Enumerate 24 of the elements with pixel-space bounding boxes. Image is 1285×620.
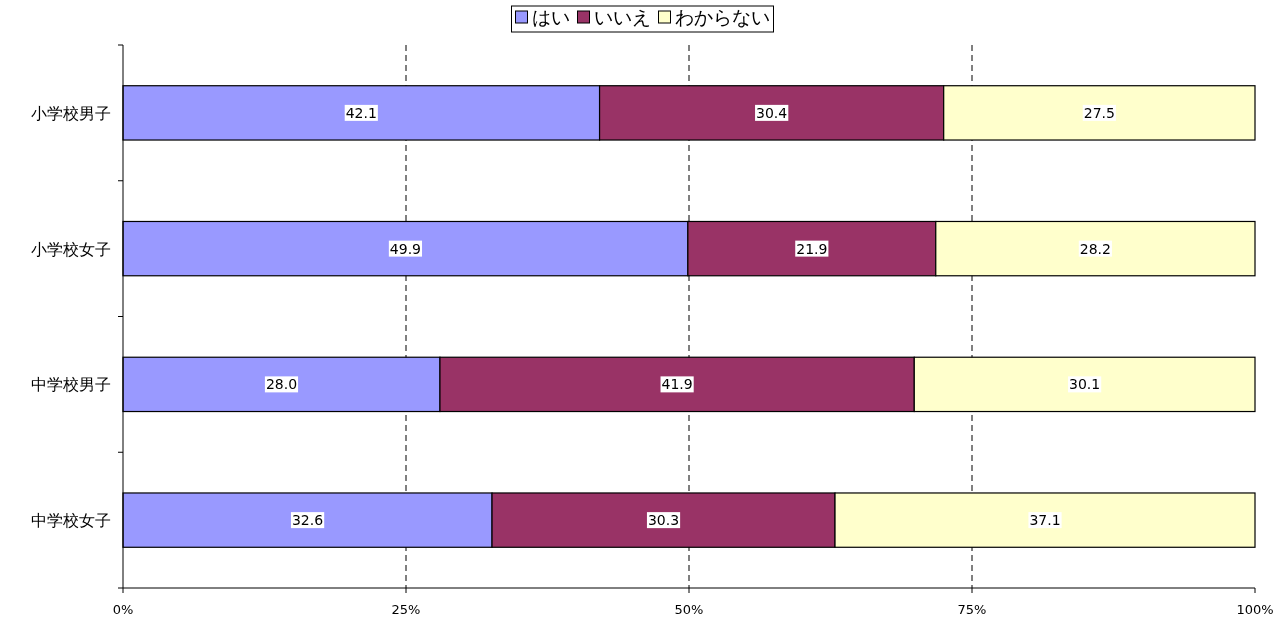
x-tick-label: 50% bbox=[674, 602, 704, 617]
data-label: 30.4 bbox=[756, 104, 788, 121]
data-label: 30.3 bbox=[647, 512, 680, 529]
x-tick-label: 0% bbox=[112, 602, 134, 617]
data-label: 41.9 bbox=[661, 376, 693, 393]
y-tick-label: 中学校女子 bbox=[31, 511, 111, 531]
x-tick-label: 75% bbox=[957, 602, 987, 617]
data-label: 37.1 bbox=[1029, 512, 1061, 529]
legend-label: はい bbox=[531, 6, 570, 28]
data-label: 28.0 bbox=[265, 376, 298, 393]
data-label: 28.2 bbox=[1079, 240, 1111, 257]
legend-label: わからない bbox=[674, 6, 770, 28]
data-label: 21.9 bbox=[796, 240, 828, 257]
x-tick-label: 100% bbox=[1236, 602, 1274, 617]
y-tick-label: 中学校男子 bbox=[31, 375, 111, 395]
data-label: 32.6 bbox=[291, 512, 324, 529]
x-tick-label: 25% bbox=[391, 602, 421, 617]
legend-label: いいえ bbox=[593, 6, 651, 28]
data-label: 42.1 bbox=[345, 104, 377, 121]
data-label: 30.1 bbox=[1069, 376, 1101, 393]
y-tick-label: 小学校男子 bbox=[31, 103, 111, 123]
data-label: 27.5 bbox=[1083, 104, 1115, 121]
data-label: 49.9 bbox=[389, 240, 422, 257]
y-tick-label: 小学校女子 bbox=[31, 239, 111, 259]
